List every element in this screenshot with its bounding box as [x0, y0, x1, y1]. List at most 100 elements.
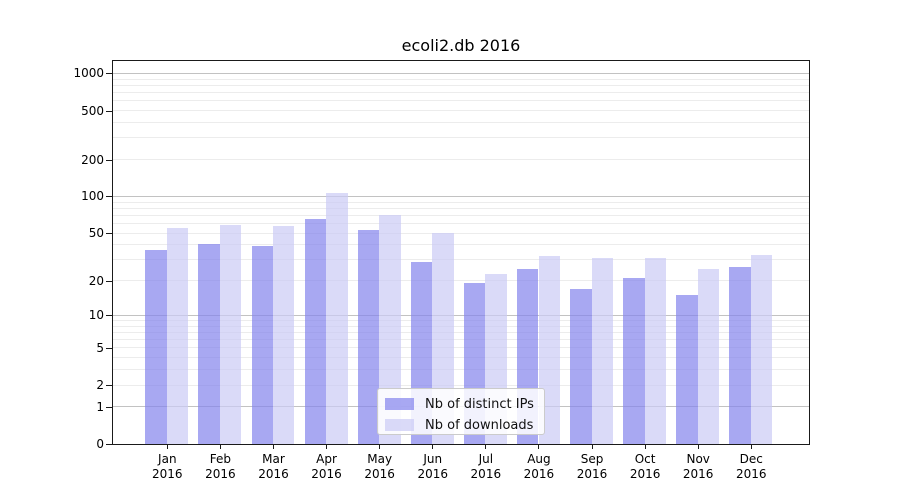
x-tick-feb	[219, 444, 221, 449]
gridline-900	[113, 78, 809, 80]
legend-item-distinct-ips: Nb of distinct IPs	[385, 395, 544, 413]
x-tick-label-sep: Sep 2016	[576, 452, 608, 481]
x-tick-dec	[750, 444, 752, 449]
legend-item-downloads: Nb of downloads	[385, 416, 544, 434]
legend-label-downloads: Nb of downloads	[425, 417, 534, 433]
bar-downloads-may	[379, 215, 401, 444]
y-tick-label-10: 10	[88, 308, 104, 323]
gridline-9	[113, 320, 809, 321]
bar-ips-may	[357, 230, 380, 444]
y-tick-10	[106, 315, 112, 317]
gridline-3	[113, 369, 809, 371]
legend-swatch-distinct-ips	[385, 398, 414, 410]
y-tick-0	[106, 444, 112, 445]
x-tick-label-feb: Feb 2016	[205, 452, 236, 481]
y-tick-label-1000: 1000	[73, 66, 104, 81]
y-tick-label-500: 500	[81, 103, 104, 118]
gridline-40	[113, 244, 809, 246]
bar-ips-oct	[623, 278, 645, 444]
x-tick-label-dec: Dec 2016	[736, 452, 767, 481]
gridline-100	[113, 195, 809, 197]
bar-ips-dec	[729, 267, 751, 444]
y-tick-label-1: 1	[96, 399, 104, 414]
x-tick-oct	[644, 444, 646, 449]
bar-ips-feb	[198, 243, 220, 444]
x-tick-label-may: May 2016	[364, 452, 395, 481]
y-tick-1	[106, 406, 112, 408]
gridline-4	[113, 357, 809, 359]
x-tick-label-jan: Jan 2016	[152, 452, 183, 481]
legend: Nb of distinct IPs Nb of downloads	[377, 388, 545, 435]
y-tick-label-5: 5	[96, 340, 104, 355]
x-tick-label-aug: Aug 2016	[523, 452, 555, 481]
y-tick-label-0: 0	[96, 437, 104, 451]
y-tick-label-2: 2	[96, 378, 104, 393]
gridline-10	[113, 314, 809, 316]
x-tick-label-apr: Apr 2016	[311, 452, 342, 481]
bar-ips-sep	[570, 288, 592, 444]
x-tick-jan	[166, 444, 168, 449]
x-tick-label-nov: Nov 2016	[682, 452, 714, 481]
gridline-30	[113, 259, 809, 261]
gridline-600	[113, 100, 809, 102]
gridline-2	[113, 384, 809, 386]
bar-downloads-apr	[326, 192, 348, 444]
y-tick-label-20: 20	[88, 273, 104, 288]
gridline-200	[113, 159, 809, 161]
x-tick-label-mar: Mar 2016	[258, 452, 289, 481]
bar-downloads-mar	[273, 226, 295, 444]
x-tick-may	[379, 444, 381, 449]
bar-ips-mar	[251, 246, 273, 444]
y-tick-5	[106, 347, 112, 349]
gridline-300	[113, 137, 809, 139]
bar-ips-nov	[676, 295, 698, 444]
x-tick-apr	[326, 444, 328, 449]
y-tick-label-100: 100	[81, 189, 104, 204]
bar-downloads-nov	[697, 269, 720, 444]
gridline-90	[113, 201, 809, 203]
gridline-800	[113, 84, 809, 86]
gridline-5	[113, 347, 809, 349]
y-tick-50	[106, 233, 112, 235]
x-tick-jun	[432, 444, 434, 449]
y-tick-500	[106, 110, 112, 112]
bar-ips-jan	[145, 250, 167, 444]
x-tick-nov	[697, 444, 699, 449]
x-tick-sep	[591, 444, 593, 449]
y-tick-label-200: 200	[81, 152, 104, 167]
x-tick-jul	[485, 444, 487, 449]
gridline-80	[113, 207, 809, 209]
legend-label-distinct-ips: Nb of distinct IPs	[425, 396, 534, 412]
gridline-60	[113, 223, 809, 224]
gridline-500	[113, 110, 809, 112]
y-tick-2	[106, 385, 112, 387]
y-tick-100	[106, 196, 112, 198]
x-tick-mar	[272, 444, 274, 449]
gridline-400	[113, 122, 809, 123]
x-tick-aug	[538, 444, 540, 449]
gridline-20	[113, 280, 809, 282]
bar-downloads-jan	[166, 228, 189, 444]
bar-ips-apr	[304, 219, 327, 444]
gridline-1000	[113, 72, 809, 74]
legend-swatch-downloads	[385, 419, 414, 431]
x-tick-label-jul: Jul 2016	[470, 452, 502, 481]
y-tick-label-50: 50	[88, 226, 104, 241]
gridline-7	[113, 331, 809, 333]
y-tick-200	[106, 159, 112, 161]
gridline-70	[113, 214, 809, 216]
chart-title: ecoli2.db 2016	[401, 36, 521, 55]
bar-downloads-oct	[644, 258, 667, 444]
gridline-8	[113, 325, 809, 327]
bar-downloads-feb	[219, 225, 242, 444]
bar-downloads-sep	[591, 258, 613, 444]
plot-area	[112, 60, 810, 445]
x-tick-label-oct: Oct 2016	[629, 452, 661, 481]
gridline-50	[113, 232, 809, 234]
x-tick-label-jun: Jun 2016	[417, 452, 449, 481]
bar-downloads-dec	[750, 254, 773, 444]
gridline-6	[113, 339, 809, 341]
gridline-700	[113, 92, 809, 94]
y-tick-1000	[106, 73, 112, 75]
